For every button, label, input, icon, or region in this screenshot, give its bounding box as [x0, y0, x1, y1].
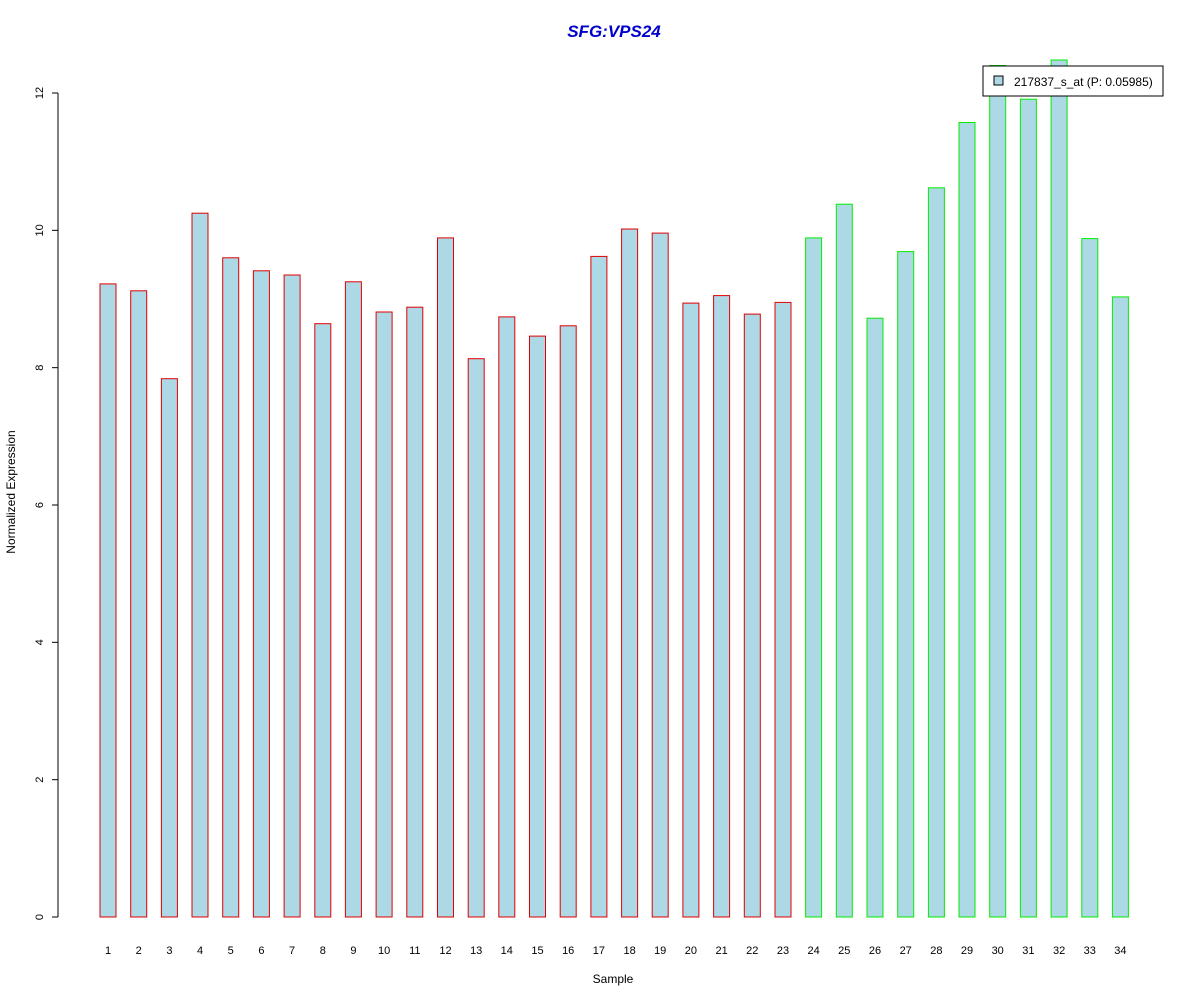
bar-sample-5 — [222, 257, 240, 918]
legend-label: 217837_s_at (P: 0.05985) — [1014, 75, 1153, 89]
bar-sample-1 — [99, 283, 117, 918]
bar-sample-18 — [621, 228, 639, 918]
bar-sample-33 — [1081, 238, 1099, 918]
x-tick-label: 4 — [197, 945, 203, 957]
bar-sample-30 — [989, 65, 1007, 918]
y-tick-label: 4 — [34, 639, 46, 645]
x-tick-label: 15 — [531, 945, 543, 957]
bar-sample-4 — [191, 212, 209, 918]
bar-sample-19 — [651, 232, 669, 918]
bar-sample-15 — [529, 335, 546, 918]
bar-sample-2 — [130, 290, 148, 918]
x-tick-label: 9 — [350, 945, 356, 957]
x-tick-label: 7 — [289, 945, 295, 957]
x-tick-label: 20 — [685, 945, 697, 957]
x-tick-label: 25 — [838, 945, 850, 957]
bar-sample-10 — [375, 311, 393, 918]
x-tick-label: 26 — [869, 945, 881, 957]
bar-sample-3 — [160, 378, 178, 918]
bar-sample-8 — [314, 323, 332, 918]
bar-sample-17 — [590, 255, 608, 918]
x-tick-label: 18 — [623, 945, 635, 957]
bar-sample-11 — [406, 306, 424, 918]
bar-sample-21 — [713, 295, 731, 918]
x-tick-label: 2 — [136, 945, 142, 957]
bar-sample-6 — [252, 270, 270, 918]
x-tick-label: 1 — [105, 945, 111, 957]
bar-sample-20 — [682, 302, 700, 918]
x-tick-label: 10 — [378, 945, 390, 957]
bar-sample-23 — [774, 301, 792, 918]
bar-sample-34 — [1111, 296, 1129, 918]
x-axis-label: Sample — [593, 972, 634, 986]
x-tick-label: 12 — [439, 945, 451, 957]
bar-sample-28 — [927, 187, 945, 918]
x-tick-label: 11 — [409, 945, 420, 957]
bar-sample-16 — [559, 325, 577, 918]
x-tick-label: 19 — [654, 945, 666, 957]
y-tick-label: 10 — [34, 224, 46, 236]
y-tick-label: 12 — [34, 87, 46, 99]
x-tick-label: 31 — [1022, 945, 1034, 957]
bar-sample-22 — [743, 313, 761, 918]
x-tick-label: 29 — [961, 945, 973, 957]
x-tick-label: 27 — [900, 945, 912, 957]
x-tick-label: 34 — [1114, 945, 1126, 957]
bar-sample-7 — [283, 274, 301, 918]
x-tick-label: 6 — [258, 945, 264, 957]
x-tick-label: 5 — [228, 945, 234, 957]
bar-sample-32 — [1050, 59, 1068, 918]
x-tick-label: 23 — [777, 945, 789, 957]
y-axis: 0 2 4 6 8 10 12 — [34, 87, 59, 920]
y-tick-label: 2 — [34, 777, 46, 783]
x-tick-label: 13 — [470, 945, 482, 957]
x-tick-label: 8 — [320, 945, 326, 957]
x-tick-label: 24 — [807, 945, 819, 957]
bar-sample-26 — [866, 317, 884, 918]
y-tick-label: 6 — [34, 502, 46, 508]
y-axis-label: Normalized Expression — [4, 430, 18, 553]
x-tick-label: 28 — [930, 945, 942, 957]
bar-sample-25 — [835, 203, 853, 918]
x-tick-label: 32 — [1053, 945, 1065, 957]
x-tick-label: 21 — [715, 945, 727, 957]
bar-sample-12 — [437, 237, 454, 918]
x-tick-label: 16 — [562, 945, 574, 957]
x-tick-label: 14 — [501, 945, 513, 957]
x-tick-labels: 1 2 3 4 5 6 7 8 9 10 11 12 13 14 15 16 17 18 19 20 21 22 23 24 2… — [105, 945, 1127, 957]
bar-sample-24 — [805, 237, 823, 918]
bars-layer — [99, 59, 1129, 918]
legend-swatch — [993, 75, 1004, 86]
bar-sample-14 — [498, 316, 516, 918]
y-tick-label: 8 — [34, 365, 46, 371]
bar-sample-9 — [344, 281, 362, 918]
bar-sample-13 — [467, 358, 485, 918]
bar-sample-27 — [897, 251, 915, 918]
bar-sample-31 — [1019, 98, 1037, 918]
x-tick-label: 30 — [992, 945, 1004, 957]
bar-sample-29 — [958, 122, 976, 918]
chart-title: SFG:VPS24 — [567, 22, 661, 41]
x-tick-label: 33 — [1084, 945, 1096, 957]
x-tick-label: 22 — [746, 945, 758, 957]
x-tick-label: 17 — [593, 945, 605, 957]
x-tick-label: 3 — [166, 945, 172, 957]
legend: 217837_s_at (P: 0.05985) — [982, 65, 1164, 97]
y-tick-label: 0 — [34, 914, 46, 920]
legend-box — [982, 65, 1164, 97]
